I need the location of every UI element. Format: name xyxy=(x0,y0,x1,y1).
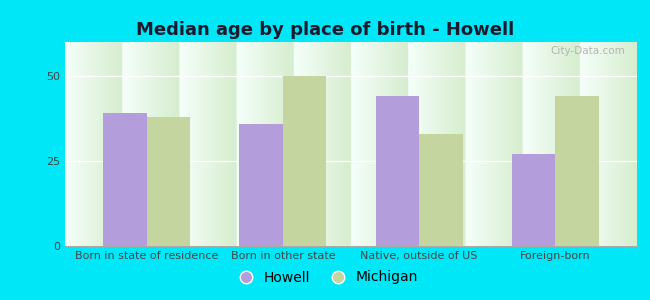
Legend: Howell, Michigan: Howell, Michigan xyxy=(226,265,424,290)
Bar xyxy=(419,134,463,246)
Text: City-Data.com: City-Data.com xyxy=(551,46,625,56)
Bar xyxy=(376,96,419,246)
Bar xyxy=(283,76,326,246)
Bar xyxy=(239,124,283,246)
Bar xyxy=(512,154,555,246)
Text: Median age by place of birth - Howell: Median age by place of birth - Howell xyxy=(136,21,514,39)
Bar xyxy=(147,117,190,246)
Bar xyxy=(103,113,147,246)
Bar xyxy=(555,96,599,246)
